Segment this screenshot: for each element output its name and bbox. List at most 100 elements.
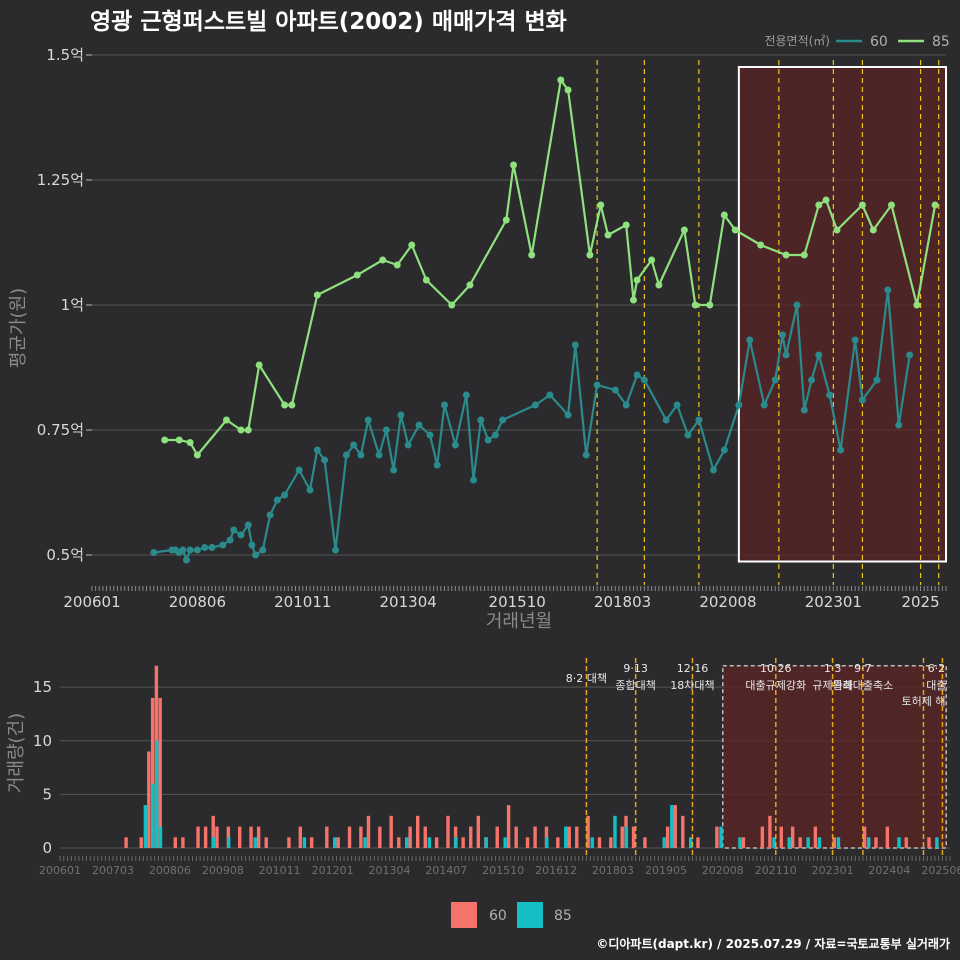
volume-x-tick-label: 201304: [368, 864, 410, 877]
price-y-tick-label: 0.75억: [37, 421, 84, 439]
series-point-85: [731, 226, 739, 234]
series-point-60: [201, 544, 209, 551]
volume-bar-60: [927, 837, 931, 848]
volume-x-tick-label: 202301: [812, 864, 854, 877]
series-point-60: [219, 541, 227, 549]
volume-bar-60: [798, 837, 802, 848]
volume-highlight: [722, 664, 947, 849]
volume-bar-60: [181, 837, 185, 848]
series-point-85: [186, 439, 194, 446]
volume-bar-85: [613, 815, 617, 848]
series-point-60: [248, 541, 256, 549]
volume-bar-85: [867, 837, 871, 848]
series-point-60: [778, 331, 786, 339]
volume-bar-60: [609, 837, 613, 848]
volume-y-tick-label: 0: [42, 839, 52, 857]
series-point-85: [466, 281, 474, 289]
series-point-85: [379, 256, 387, 264]
volume-bar-85: [155, 740, 159, 848]
series-point-60: [244, 521, 252, 529]
volume-bar-60: [760, 826, 765, 848]
price-x-tick-label: 201011: [274, 593, 331, 611]
series-point-60: [858, 396, 866, 404]
volume-bar-85: [670, 805, 674, 848]
series-point-60: [771, 376, 779, 384]
volume-bar-60: [423, 826, 427, 848]
series-point-60: [397, 411, 405, 419]
volume-x-tick-label: 201803: [592, 864, 634, 877]
volume-bar-60: [469, 826, 473, 848]
volume-bar-60: [506, 805, 511, 848]
series-point-60: [226, 536, 234, 544]
volume-bar-60: [476, 815, 481, 848]
price-x-tick-label: 200806: [169, 593, 226, 611]
volume-bar-60: [495, 826, 499, 848]
legend-bar-swatch-85: [517, 902, 543, 928]
series-point-85: [706, 301, 714, 309]
series-point-60: [350, 441, 358, 449]
volume-x-tick-label: 201011: [259, 864, 301, 877]
series-point-85: [757, 241, 765, 249]
series-point-60: [470, 476, 478, 484]
volume-bar-85: [226, 837, 231, 848]
policy-annotation-text: 9·7: [854, 662, 872, 675]
volume-highlight-box: [722, 664, 947, 849]
volume-x-tick-label: 201612: [535, 864, 577, 877]
series-point-60: [582, 451, 590, 459]
price-y-tick-label: 1.25억: [37, 171, 84, 189]
series-point-60: [782, 351, 790, 359]
volume-bar-60: [673, 805, 677, 848]
series-point-60: [357, 451, 365, 459]
series-point-85: [393, 261, 401, 269]
series-point-85: [222, 416, 230, 424]
series-point-85: [800, 251, 808, 259]
series-point-85: [161, 436, 169, 444]
volume-bar-60: [768, 815, 772, 848]
series-point-60: [815, 351, 823, 359]
series-point-60: [342, 451, 350, 459]
volume-y-axis-title: 거래량(건): [6, 713, 27, 793]
series-point-85: [822, 196, 830, 204]
volume-x-ticks: 200601 200703 200806 200908 201011 201201 2013…: [39, 856, 960, 877]
volume-bar-85: [211, 837, 216, 848]
series-point-60: [793, 301, 801, 309]
volume-bar-60: [256, 826, 261, 848]
price-x-tick-label: 201510: [489, 593, 546, 611]
volume-x-tick-label: 200703: [92, 864, 134, 877]
volume-y-tick-label: 15: [33, 678, 52, 696]
policy-annotation-text: 8·2 대책: [566, 672, 607, 685]
volume-y-ticks: 0 5 10 15: [33, 678, 52, 857]
price-y-tick-label: 1억: [61, 296, 84, 314]
series-point-85: [869, 226, 877, 234]
volume-bar-85: [624, 826, 629, 848]
volume-bar-85: [689, 837, 693, 848]
series-point-60: [208, 544, 216, 551]
volume-x-tick-label: 200806: [149, 864, 191, 877]
series-point-85: [564, 86, 572, 94]
volume-bar-85: [817, 837, 822, 848]
series-point-60: [906, 351, 914, 359]
policy-annotation-text: 18차대책: [670, 679, 714, 692]
series-point-60: [230, 526, 238, 534]
series-point-60: [720, 446, 728, 454]
series-point-85: [408, 241, 416, 249]
series-point-60: [484, 436, 492, 444]
policy-annotation-text: 10·26: [760, 662, 792, 675]
volume-bar-60: [173, 837, 178, 848]
volume-bar-60: [779, 826, 783, 848]
series-point-85: [782, 251, 790, 259]
volume-x-tick-label: 200601: [39, 864, 81, 877]
price-x-tick-label: 202301: [805, 593, 862, 611]
volume-bar-60: [715, 826, 719, 848]
policy-annotation-text: 1·3: [824, 662, 842, 675]
series-point-85: [720, 211, 728, 219]
volume-bar-60: [446, 815, 450, 848]
series-point-85: [281, 401, 289, 409]
volume-x-tick-label: 201510: [482, 864, 524, 877]
volume-bar-60: [885, 826, 890, 848]
series-point-60: [895, 421, 903, 429]
series-point-85: [597, 201, 605, 209]
series-point-60: [150, 549, 158, 556]
volume-bar-85: [935, 837, 939, 848]
series-point-60: [491, 431, 499, 439]
